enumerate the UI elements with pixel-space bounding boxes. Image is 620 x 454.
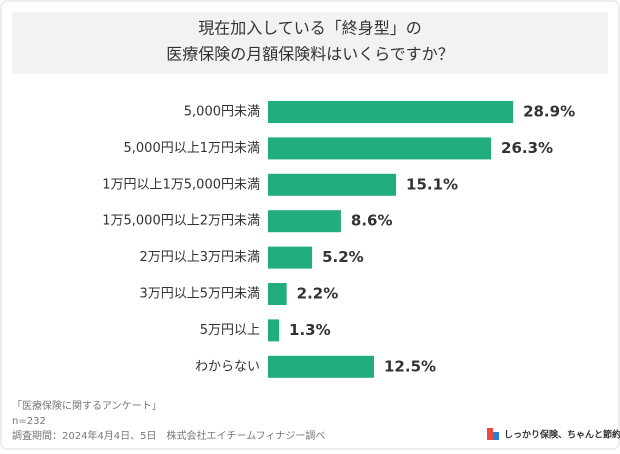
value-label: 26.3%	[501, 139, 553, 157]
logo-text: しっかり保険、ちゃんと節約。	[504, 429, 620, 441]
logo: しっかり保険、ちゃんと節約。	[487, 428, 620, 441]
bar	[268, 355, 374, 378]
value-label: 28.9%	[523, 103, 575, 121]
category-label: 1万円以上1万5,000円未満	[102, 177, 260, 192]
logo-icon	[487, 428, 493, 440]
category-label: 3万円以上5万円未満	[139, 287, 260, 302]
bar	[268, 283, 287, 305]
note: 「医療保険に関するアンケート」	[12, 399, 162, 412]
note: n=232	[12, 416, 46, 427]
note: 調査期間：2024年4月4日、5日 株式会社エイチームフィナジー調べ	[12, 429, 325, 442]
bar	[268, 101, 514, 123]
bar	[268, 173, 397, 196]
value-label: 12.5%	[384, 357, 436, 375]
value-label: 2.2%	[297, 285, 339, 303]
chart-title: 医療保険の月額保険料はいくらですか？	[166, 45, 454, 64]
bar	[268, 137, 492, 160]
category-label: 1万5,000円以上2万円未満	[102, 214, 260, 229]
category-label: 5,000円以上1万円未満	[124, 141, 261, 156]
value-label: 8.6%	[351, 212, 393, 230]
bar	[268, 319, 280, 342]
category-label: 5,000円未満	[184, 105, 260, 120]
chart-title: 現在加入している「終身型」の	[198, 19, 422, 38]
category-label: 2万円以上3万円未満	[139, 250, 260, 265]
category-label: わからない	[195, 359, 260, 374]
value-label: 15.1%	[406, 175, 458, 193]
value-label: 1.3%	[289, 321, 331, 339]
category-label: 5万円以上	[200, 323, 260, 338]
value-label: 5.2%	[322, 248, 364, 266]
logo-icon	[493, 432, 499, 440]
title-box	[12, 12, 608, 74]
bar	[268, 210, 341, 233]
bar	[268, 246, 313, 269]
